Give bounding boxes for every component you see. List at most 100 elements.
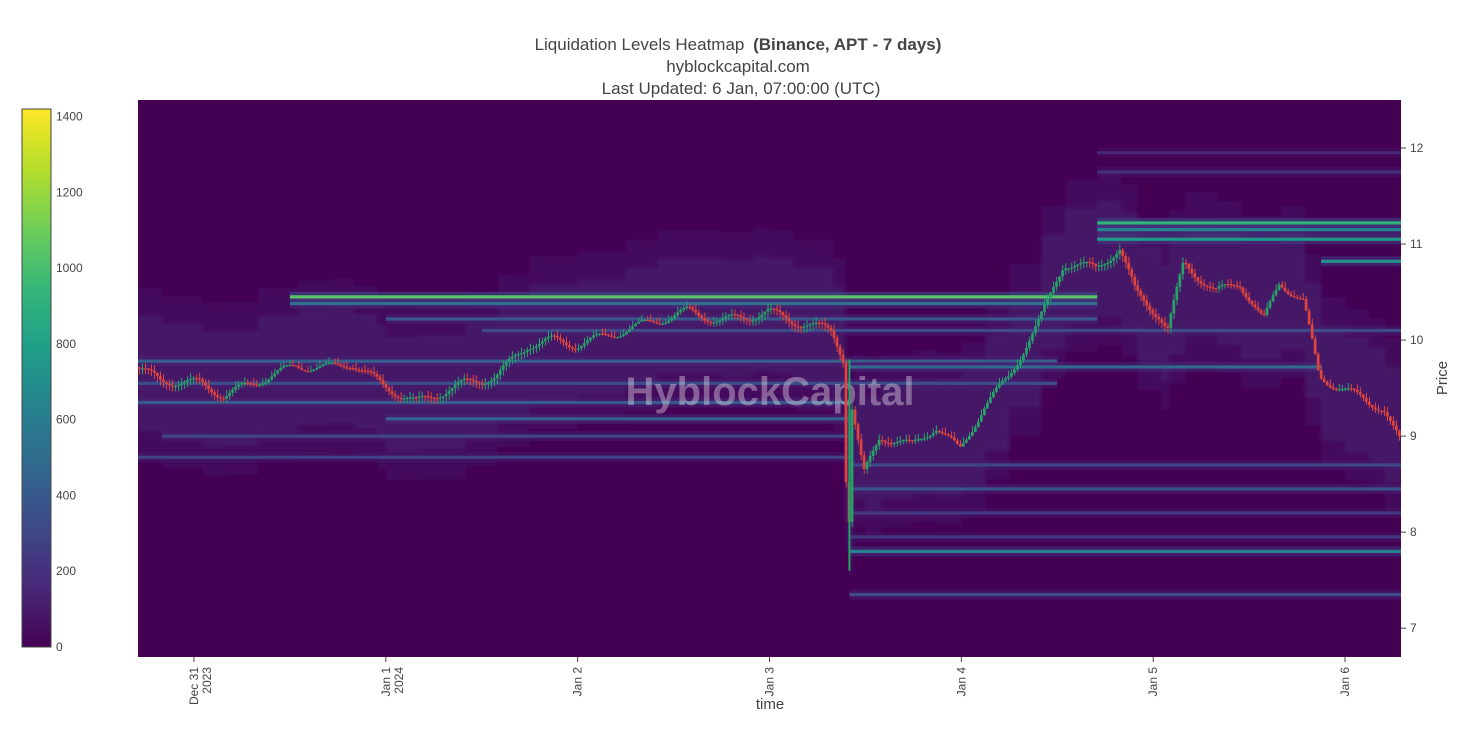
price-candles	[138, 244, 1401, 571]
liquidation-level	[385, 417, 850, 421]
candle-body	[805, 325, 809, 327]
candle-body	[1211, 287, 1215, 289]
candle-body	[925, 437, 929, 439]
liquidation-level	[849, 535, 1401, 539]
candle-body	[1199, 280, 1203, 284]
candle-body	[309, 370, 313, 373]
candle-body	[1226, 284, 1230, 286]
candle-body	[823, 323, 827, 326]
candle-body	[171, 385, 174, 387]
candle-body	[1121, 250, 1125, 257]
candle-body	[1193, 273, 1197, 278]
candle-body	[835, 337, 839, 347]
candle-body	[592, 335, 595, 338]
candle-body	[417, 396, 421, 398]
candle-body	[931, 433, 935, 436]
candle-body	[856, 424, 860, 440]
heatmap-glow-band	[853, 383, 866, 499]
candle-body	[363, 370, 367, 372]
candle-body	[661, 323, 664, 325]
candle-body	[255, 384, 258, 386]
candle-body	[1130, 269, 1134, 277]
x-tick-label: 2023	[200, 667, 214, 694]
candle-body	[1385, 412, 1389, 417]
candle-body	[1001, 380, 1004, 384]
candle-body	[874, 445, 878, 451]
y-tick-label: 9	[1410, 429, 1417, 443]
candle-body	[607, 334, 610, 336]
candle-body	[264, 381, 268, 384]
candle-body	[1094, 263, 1097, 266]
candle-body	[366, 370, 370, 372]
liquidation-level	[289, 301, 1098, 306]
candle-body	[709, 322, 713, 324]
x-tick-label: 2024	[392, 667, 406, 694]
y-tick-label: 7	[1410, 621, 1417, 635]
candle-body	[1352, 388, 1356, 390]
candle-body	[528, 349, 532, 351]
candle-body	[351, 368, 355, 370]
candle-body	[1010, 373, 1013, 377]
candle-body	[1292, 296, 1296, 298]
candle-body	[393, 394, 397, 397]
candle-body	[913, 439, 917, 442]
candle-body	[1112, 257, 1116, 261]
x-tick-label: Jan 6	[1338, 667, 1352, 697]
candle-body	[1043, 304, 1046, 312]
candle-body	[676, 312, 679, 316]
candle-body	[1115, 253, 1119, 258]
candle-body	[213, 392, 216, 396]
candle-body	[306, 371, 310, 373]
candle-body	[546, 336, 550, 339]
candle-body	[883, 440, 887, 443]
candle-body	[522, 352, 526, 354]
candle-body	[138, 366, 141, 369]
candle-body	[219, 397, 222, 399]
candle-body	[889, 443, 893, 445]
colorbar-tick-label: 800	[56, 337, 76, 351]
candle-body	[339, 364, 343, 366]
candle-body	[348, 368, 352, 370]
candle-body	[1241, 287, 1245, 293]
candle-body	[1361, 394, 1365, 398]
candle-body	[207, 385, 210, 390]
candle-body	[273, 373, 277, 377]
candle-body	[1172, 299, 1176, 314]
heatmap-glow-band	[1137, 246, 1162, 362]
liquidation-level	[1097, 170, 1401, 174]
candle-body	[1349, 388, 1353, 390]
candle-body	[1097, 265, 1100, 267]
candle-body	[1301, 298, 1305, 300]
colorbar-tick-label: 600	[56, 413, 76, 427]
candle-body	[438, 397, 442, 399]
y-axis-title: Price	[1434, 361, 1451, 395]
candle-body	[1058, 276, 1061, 282]
candle-body	[1280, 284, 1284, 288]
candle-body	[396, 396, 400, 398]
candle-body	[646, 319, 649, 322]
candle-body	[712, 322, 716, 324]
candle-body	[751, 320, 755, 322]
candle-body	[1238, 286, 1242, 288]
candle-body	[1106, 262, 1110, 265]
candle-body	[715, 321, 719, 323]
candle-body	[832, 330, 836, 338]
candle-body	[1286, 291, 1290, 295]
candle-body	[673, 315, 676, 319]
candle-body	[862, 455, 866, 470]
candle-body	[1319, 370, 1323, 379]
candle-body	[420, 396, 424, 398]
candle-body	[817, 322, 821, 324]
chart-title-main: Liquidation Levels Heatmap	[535, 35, 745, 54]
x-tick-label: Jan 4	[954, 667, 968, 697]
liquidation-level	[849, 511, 1401, 515]
heatmap-glow-band	[225, 330, 258, 447]
candle-body	[237, 384, 240, 387]
x-tick-label: Jan 1	[379, 667, 393, 697]
candle-body	[501, 365, 505, 370]
candle-body	[826, 325, 830, 328]
candle-body	[216, 395, 219, 398]
candle-body	[1196, 277, 1200, 281]
colorbar-tick-label: 1400	[56, 110, 83, 124]
candle-body	[955, 440, 959, 444]
